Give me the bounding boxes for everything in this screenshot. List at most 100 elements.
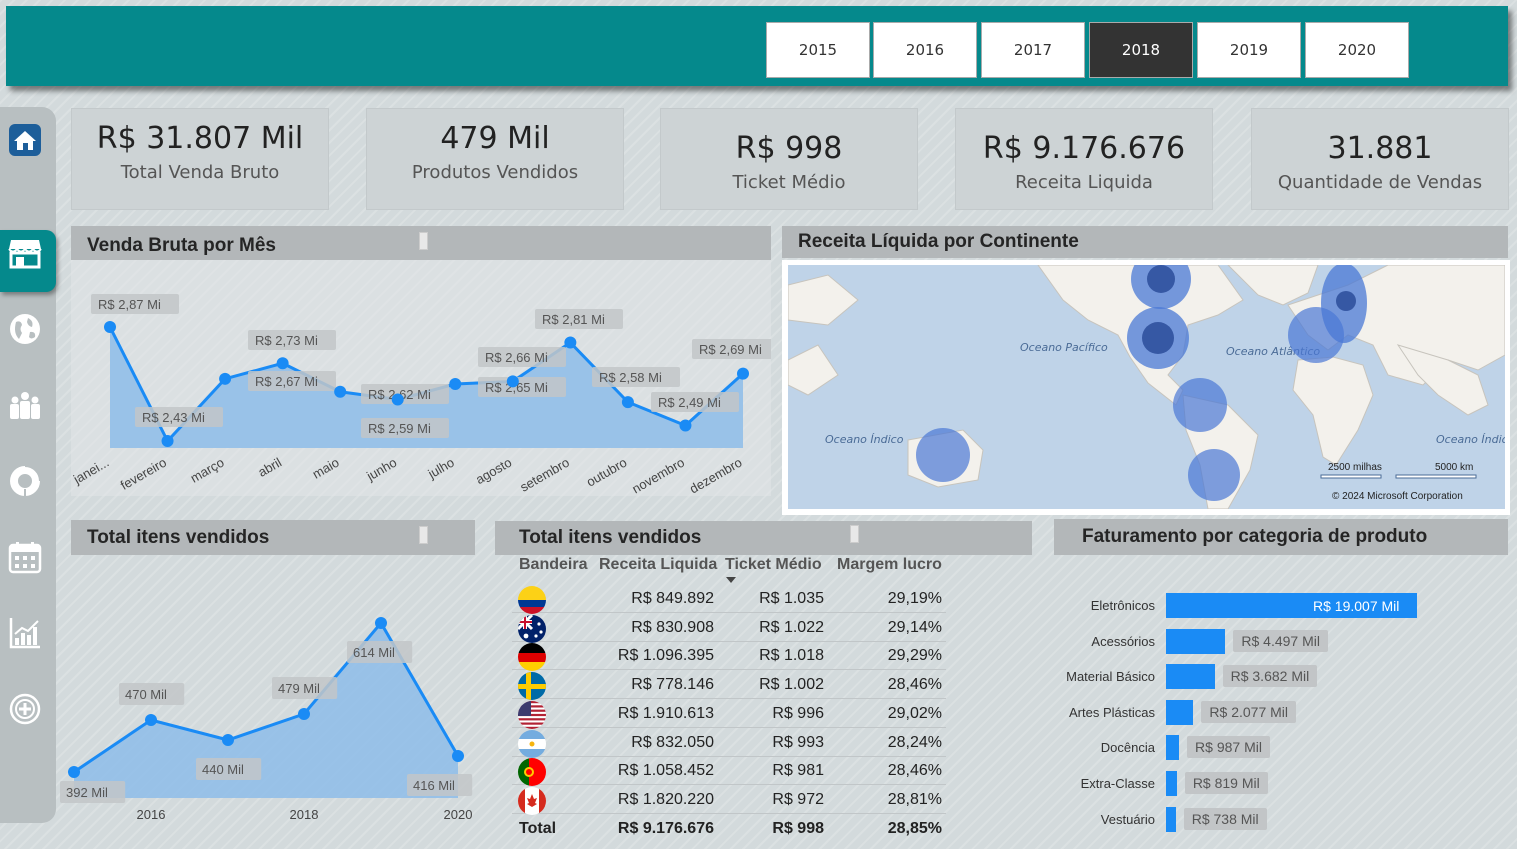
data-point[interactable] [449,378,462,390]
category-value-label: R$ 738 Mil [1183,807,1267,830]
data-label-text: 416 Mil [413,778,455,793]
ocean-label: Oceano Índico [825,433,904,446]
data-point[interactable] [276,357,289,370]
year-button-2015[interactable]: 2015 [766,22,870,78]
kpi-label: Total Venda Bruto [120,162,280,183]
data-point[interactable] [506,375,519,388]
data-point[interactable] [68,766,80,778]
x-tick-label: março [188,455,227,486]
data-point[interactable] [621,396,634,409]
bubble-south-america[interactable] [1188,449,1240,501]
data-label-text: R$ 2,59 Mi [368,421,431,436]
column-header-margem[interactable]: Margem lucro [837,556,942,573]
cell-margem: 28,24% [887,733,942,751]
table-row[interactable]: R$ 1.096.395 R$ 1.018 29,29% [512,641,946,672]
argentina-flag-icon [518,729,546,758]
data-point[interactable] [391,393,404,406]
data-point[interactable] [375,617,387,629]
data-label: R$ 2,67 Mi [248,371,336,391]
bubble-core [1147,265,1175,293]
cell-ticket: R$ 981 [772,762,824,780]
cell-receita: R$ 832.050 [631,733,714,751]
data-point[interactable] [334,385,347,398]
year-button-2017[interactable]: 2017 [981,22,1085,78]
kpi-card-produtos-vendidos: 479 Mil Produtos Vendidos [366,108,624,210]
bubble-core [1142,322,1174,354]
category-bar[interactable] [1166,735,1180,761]
data-label-text: R$ 2,81 Mi [542,312,605,327]
bubble-central-america[interactable] [1173,378,1227,432]
table-row[interactable]: R$ 1.058.452 R$ 981 28,46% [512,756,946,787]
cell-receita: R$ 778.146 [631,676,714,694]
table-row[interactable]: R$ 1.910.613 R$ 996 29,02% [512,699,946,729]
x-tick-label: outubro [584,455,630,490]
category-bar[interactable] [1166,806,1176,832]
x-tick-label: junho [363,455,399,484]
data-label: 416 Mil [407,774,473,796]
cell-ticket: R$ 1.035 [759,590,824,607]
table-row[interactable]: R$ 849.892 R$ 1.035 29,19% [512,584,946,614]
donut-chart-icon[interactable] [6,462,44,500]
category-bar[interactable] [1166,664,1215,690]
kpi-label: Ticket Médio [732,172,846,193]
total-label: Total [519,820,557,837]
kpi-value: R$ 9.176.676 [982,131,1186,166]
visual-header-handle[interactable] [419,232,428,250]
add-circle-icon[interactable] [6,690,44,728]
category-chart-title: Faturamento por categoria de produto [1054,519,1508,555]
world-map: Oceano Pacífico Oceano Atlântico Oceano … [788,265,1505,509]
data-label-text: R$ 2,43 Mi [142,410,205,425]
column-header-bandeira[interactable]: Bandeira [519,556,588,573]
category-bar[interactable] [1166,628,1226,654]
data-point[interactable] [298,708,310,720]
items-sold-chart: 392 Mil 470 Mil 440 Mil 479 Mil 614 Mil 416 M… [60,617,473,822]
column-header-receita[interactable]: Receita Liquida [599,556,718,573]
year-button-2016[interactable]: 2016 [873,22,977,78]
data-point[interactable] [737,367,749,380]
bar-chart-icon[interactable] [6,614,44,652]
data-label: 440 Mil [196,758,262,780]
data-point[interactable] [222,734,234,746]
category-bar[interactable] [1166,771,1177,796]
kpi-label: Quantidade de Vendas [1277,172,1483,193]
kpi-card-receita-liquida: R$ 9.176.676 Receita Liquida [955,108,1213,210]
continent-revenue-map[interactable]: Oceano Pacífico Oceano Atlântico Oceano … [788,265,1505,509]
home-icon[interactable] [6,121,44,159]
column-header-ticket[interactable]: Ticket Médio [725,556,822,573]
ocean-label: Oceano Pacífico [1020,341,1108,354]
x-tick-label: novembro [629,455,687,497]
cell-ticket: R$ 993 [772,733,824,751]
canada-flag-icon [518,786,546,815]
cell-ticket: R$ 1.018 [759,647,824,665]
data-point[interactable] [452,750,464,762]
data-point[interactable] [145,714,157,726]
bubble-oceania[interactable] [916,428,970,482]
table-row[interactable]: R$ 1.820.220 R$ 972 28,81% [512,785,946,815]
data-label-text: R$ 2,69 Mi [699,342,762,357]
people-icon[interactable] [6,386,44,424]
year-button-2020[interactable]: 2020 [1305,22,1409,78]
table-row[interactable]: R$ 778.146 R$ 1.002 28,46% [512,670,946,701]
calendar-icon[interactable] [6,538,44,576]
scale-bar-km [1395,474,1477,479]
data-label: 392 Mil [60,781,126,803]
store-icon[interactable] [6,234,44,272]
year-button-2019[interactable]: 2019 [1197,22,1301,78]
data-point[interactable] [679,419,692,432]
visual-header-handle[interactable] [850,525,859,543]
data-point[interactable] [104,321,116,333]
category-label: Artes Plásticas [1069,704,1155,720]
data-point[interactable] [564,336,577,349]
globe-icon[interactable] [6,310,44,348]
year-button-2018[interactable]: 2018 [1089,22,1193,78]
category-bar[interactable] [1166,699,1194,725]
data-point[interactable] [219,372,232,385]
data-point[interactable] [161,435,174,447]
table-row[interactable]: R$ 830.908 R$ 1.022 29,14% [512,613,946,643]
category-bar[interactable] [1166,593,1417,618]
sort-desc-icon[interactable] [726,577,736,583]
table-row[interactable]: R$ 832.050 R$ 993 28,24% [512,728,946,758]
x-tick-label: agosto [473,455,514,488]
category-label: Vestuário [1100,811,1155,827]
visual-header-handle[interactable] [419,526,428,544]
